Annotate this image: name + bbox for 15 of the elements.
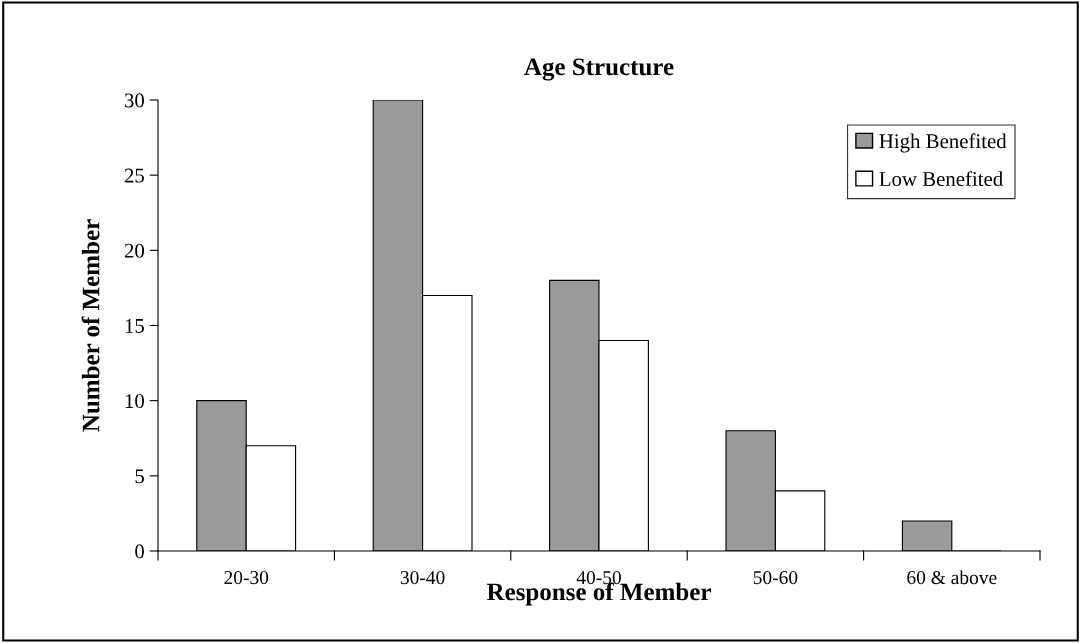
y-tick-label: 25 — [124, 168, 144, 183]
legend-label: Low Benefited — [879, 171, 1003, 187]
x-tick-label: 60 & above — [907, 570, 997, 585]
x-tick-label: 20-30 — [224, 571, 269, 585]
chart-title: Age Structure — [524, 58, 674, 81]
y-tick-label: 20 — [124, 243, 145, 258]
y-tick-label: 0 — [135, 544, 145, 559]
y-axis-title: Number of Member — [81, 219, 100, 432]
legend-label: High Benefited — [879, 133, 1007, 153]
y-tick-label: 30 — [124, 93, 145, 108]
y-tick-label: 10 — [125, 394, 145, 409]
x-tick-label: 30-40 — [400, 571, 445, 585]
y-tick-label: 5 — [135, 469, 144, 484]
x-tick-label: 50-60 — [753, 571, 798, 585]
y-tick-label: 15 — [125, 318, 144, 333]
